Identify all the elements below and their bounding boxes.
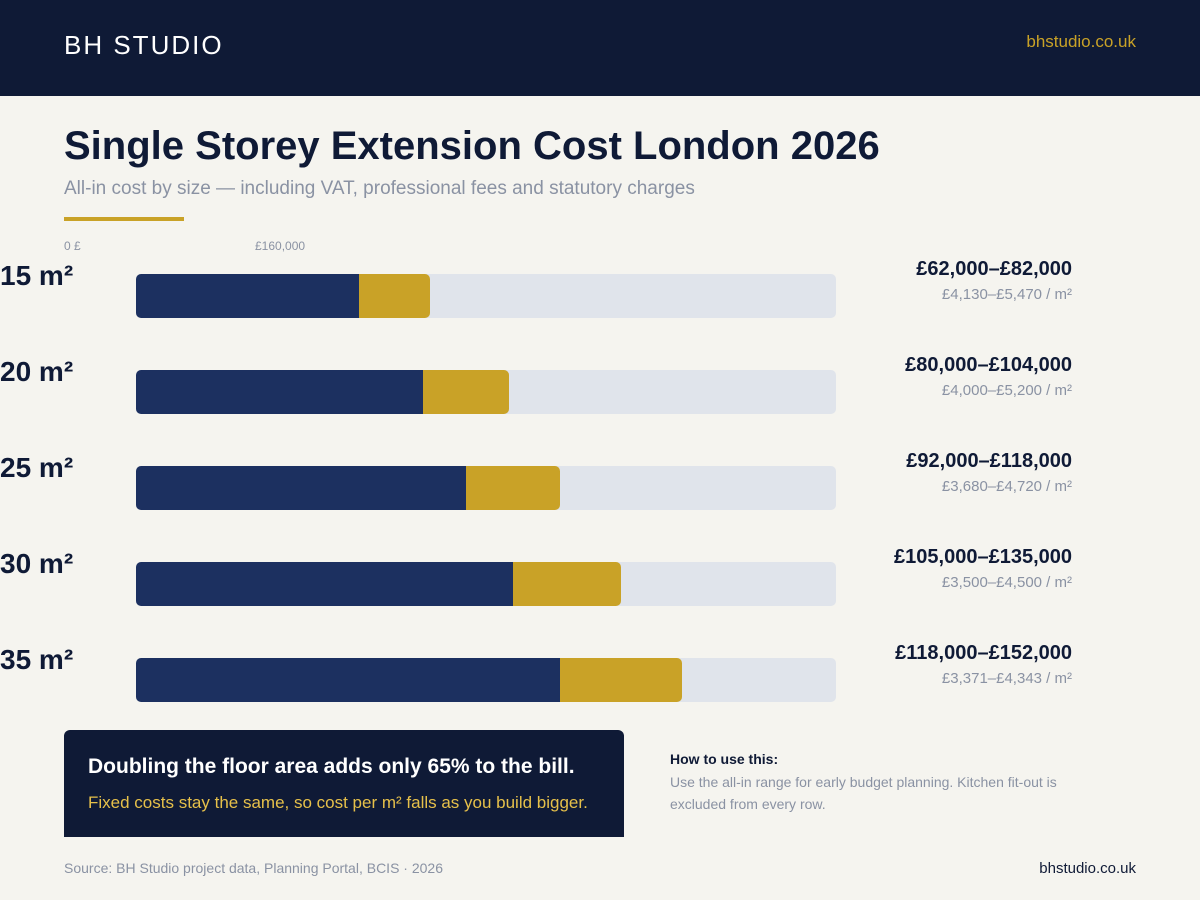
- howto-body: Use the all-in range for early budget pl…: [670, 774, 1057, 812]
- title-accent-rule: [64, 217, 184, 221]
- bar-range-segment: [359, 274, 430, 318]
- axis-tick-max: £160,000: [255, 239, 306, 253]
- source-note: Source: BH Studio project data, Planning…: [64, 860, 443, 876]
- bar-range-label: £118,000–£152,000: [895, 642, 1072, 664]
- axis-tick-0: 0 £: [64, 239, 81, 253]
- insight-callout: Doubling the floor area adds only 65% to…: [64, 730, 624, 837]
- howto-title: How to use this:: [670, 751, 779, 767]
- bar-per-m2-label: £4,000–£5,200 / m²: [941, 382, 1072, 399]
- brand-logo-text: BH STUDIO: [64, 30, 224, 60]
- chart-title: Single Storey Extension Cost London 2026: [64, 124, 880, 168]
- bar-range-segment: [423, 370, 509, 414]
- bar-category-label: 35 m²: [0, 644, 74, 675]
- bar-range-label: £105,000–£135,000: [894, 546, 1072, 568]
- bar-range-label: £62,000–£82,000: [916, 258, 1072, 280]
- bar-track: [136, 274, 836, 318]
- bar-category-label: 30 m²: [0, 548, 74, 579]
- bar-track: [136, 466, 836, 510]
- bar-track: [136, 658, 836, 702]
- bar-low-segment: [136, 370, 423, 414]
- callout-headline: Doubling the floor area adds only 65% to…: [88, 755, 575, 778]
- bar-range-label: £92,000–£118,000: [906, 450, 1072, 472]
- bar-low-segment: [136, 562, 513, 606]
- bar-low-segment: [136, 466, 466, 510]
- bar-per-m2-label: £4,130–£5,470 / m²: [941, 286, 1072, 303]
- callout-subtext: Fixed costs stay the same, so cost per m…: [88, 793, 588, 812]
- bar-category-label: 15 m²: [0, 260, 74, 291]
- bar-per-m2-label: £3,500–£4,500 / m²: [941, 574, 1072, 591]
- bar-per-m2-label: £3,371–£4,343 / m²: [941, 670, 1072, 687]
- bar-track: [136, 562, 836, 606]
- how-to-use-note: How to use this: Use the all-in range fo…: [670, 751, 1110, 815]
- chart-subtitle: All-in cost by size — including VAT, pro…: [64, 178, 695, 199]
- bar-range-label: £80,000–£104,000: [905, 354, 1072, 376]
- header-bar: BH STUDIO bhstudio.co.uk: [0, 0, 1200, 96]
- header-site-link[interactable]: bhstudio.co.uk: [1026, 32, 1136, 51]
- bar-category-label: 20 m²: [0, 356, 74, 387]
- bar-low-segment: [136, 658, 560, 702]
- bar-track: [136, 370, 836, 414]
- footer-site-link[interactable]: bhstudio.co.uk: [1039, 860, 1136, 877]
- bar-range-segment: [560, 658, 682, 702]
- bar-per-m2-label: £3,680–£4,720 / m²: [941, 478, 1072, 495]
- bar-category-label: 25 m²: [0, 452, 74, 483]
- bar-low-segment: [136, 274, 359, 318]
- bar-range-segment: [466, 466, 560, 510]
- bar-range-segment: [513, 562, 621, 606]
